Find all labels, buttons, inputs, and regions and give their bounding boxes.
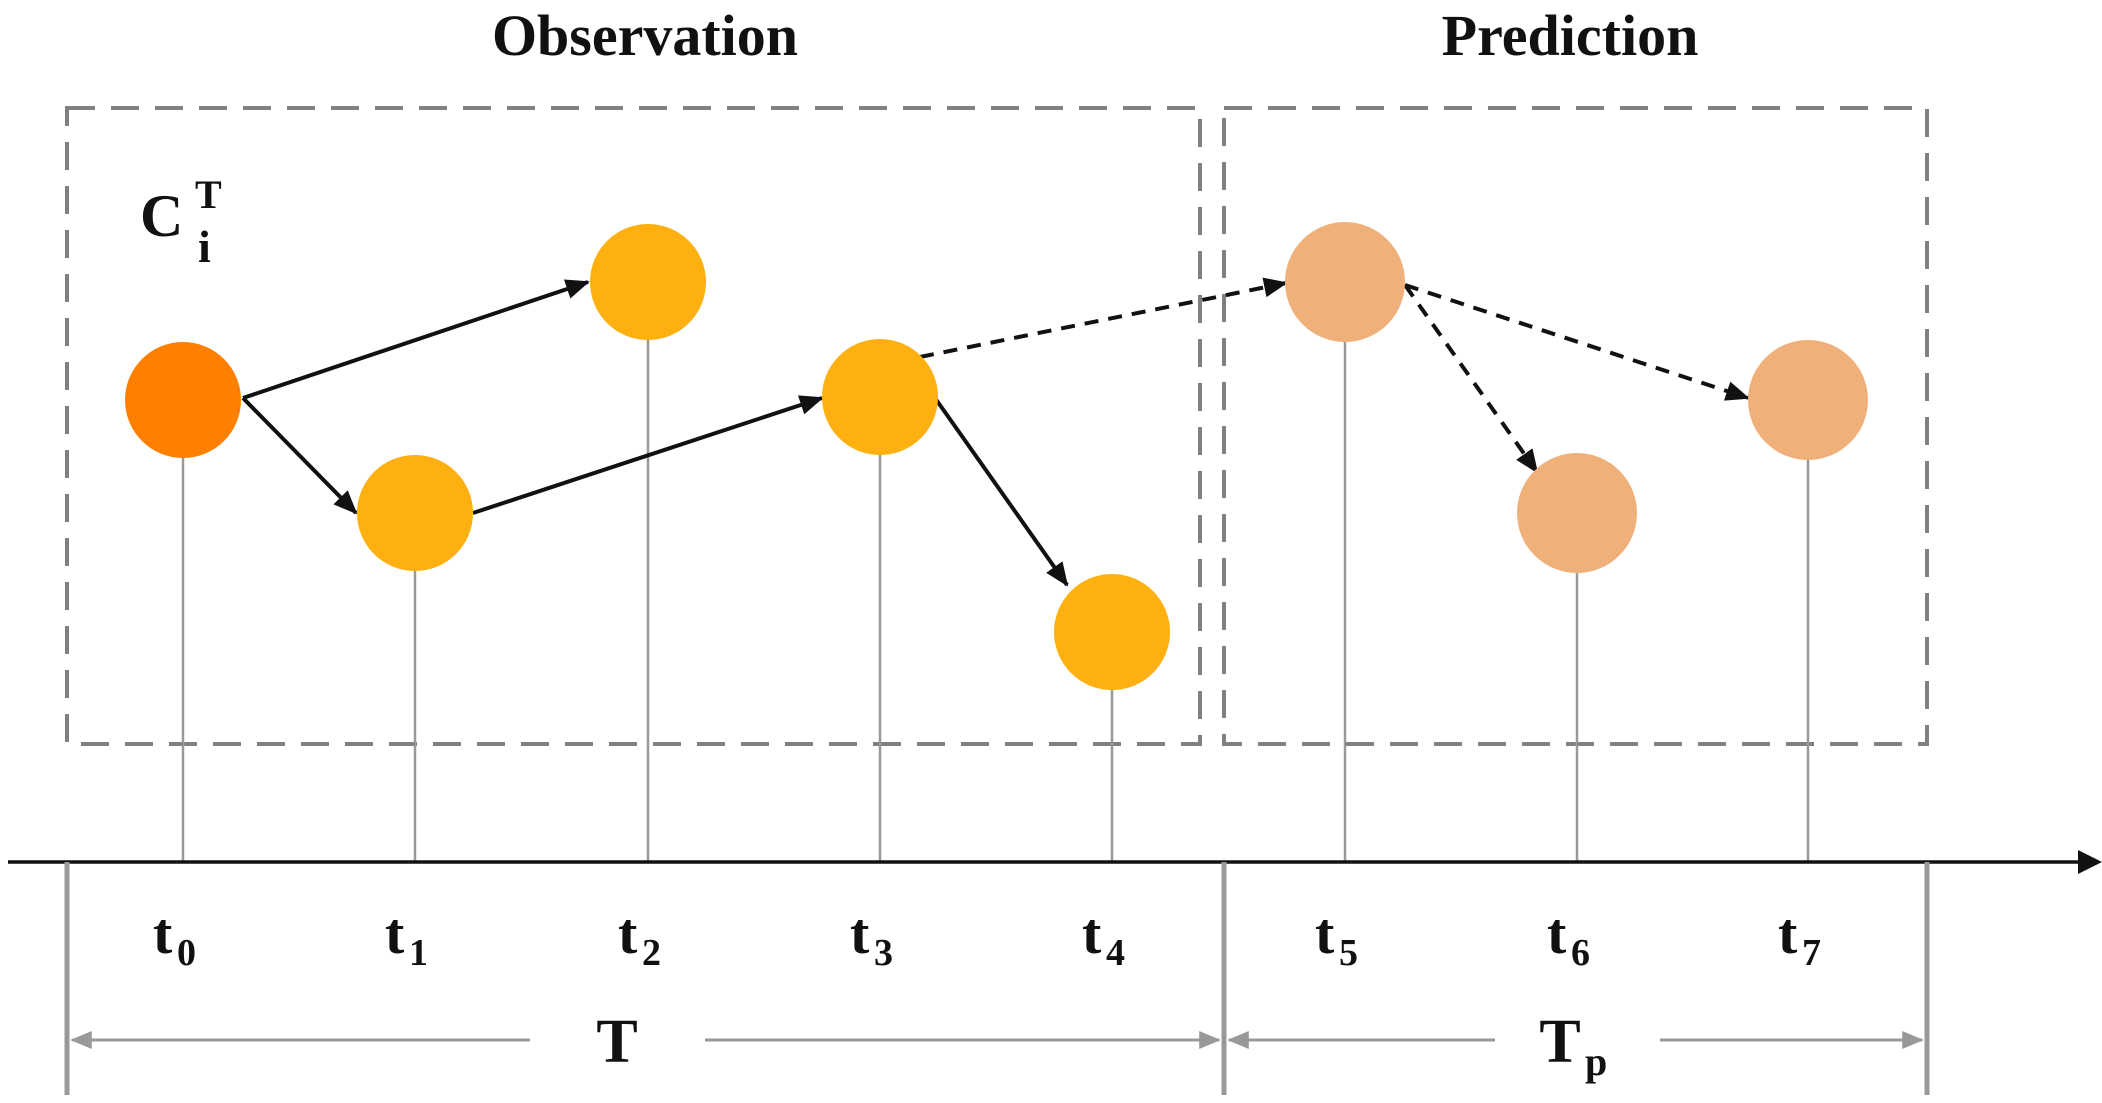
observed-transitions — [241, 279, 1069, 587]
time-label-t2: t 2 — [618, 901, 661, 974]
time-label-base: t — [1547, 901, 1567, 966]
arrow-t1-t3 — [472, 395, 824, 515]
time-label-t5: t 5 — [1315, 901, 1358, 974]
node-t3 — [822, 339, 938, 455]
nodes — [125, 222, 1868, 690]
time-label-base: t — [1315, 901, 1335, 966]
prediction-title: Prediction — [1442, 3, 1699, 68]
prediction-span-label: T — [1539, 1008, 1580, 1076]
cluster-label-sup: T — [195, 172, 222, 217]
time-label-t1: t 1 — [385, 901, 428, 974]
time-label-sub: 2 — [642, 932, 661, 974]
time-labels: t 0 t 1 t 2 t 3 t 4 t 5 t 6 t 7 — [153, 901, 1821, 974]
observation-span: T — [70, 1008, 1221, 1076]
node-t1 — [357, 455, 473, 571]
arrow-t3-t5 — [919, 277, 1288, 359]
time-label-sub: 7 — [1802, 932, 1821, 974]
time-label-sub: 6 — [1571, 932, 1590, 974]
node-t4 — [1054, 574, 1170, 690]
node-t6 — [1517, 453, 1637, 573]
observation-box — [65, 106, 1202, 746]
time-label-t7: t 7 — [1778, 901, 1821, 974]
observation-title: Observation — [492, 3, 798, 68]
time-label-sub: 4 — [1106, 932, 1125, 974]
arrow-t0-t2 — [242, 279, 590, 400]
arrow-t5-t7 — [1404, 283, 1750, 401]
cluster-label: C T i — [140, 172, 222, 272]
time-label-sub: 3 — [874, 932, 893, 974]
time-label-t0: t 0 — [153, 901, 196, 974]
arrow-t0-t1 — [241, 396, 358, 515]
node-t0 — [125, 342, 241, 458]
arrow-t5-t6 — [1403, 283, 1539, 474]
time-label-t6: t 6 — [1547, 901, 1590, 974]
node-t2 — [590, 224, 706, 340]
time-label-base: t — [385, 901, 405, 966]
arrow-t3-t4 — [933, 396, 1069, 587]
prediction-span-label-sub: p — [1585, 1039, 1607, 1084]
stems — [181, 282, 1810, 862]
time-axis-arrowhead — [2078, 850, 2102, 874]
time-label-base: t — [153, 901, 173, 966]
observation-span-label: T — [596, 1008, 637, 1076]
time-label-base: t — [1082, 901, 1102, 966]
node-t5 — [1285, 222, 1405, 342]
time-label-t4: t 4 — [1082, 901, 1125, 974]
time-label-t3: t 3 — [850, 901, 893, 974]
node-t7 — [1748, 340, 1868, 460]
cluster-label-sub: i — [198, 221, 211, 272]
time-label-sub: 5 — [1339, 932, 1358, 974]
time-label-base: t — [618, 901, 638, 966]
time-label-sub: 1 — [409, 932, 428, 974]
time-label-base: t — [1778, 901, 1798, 966]
span-boundaries — [64, 862, 1930, 1095]
time-label-base: t — [850, 901, 870, 966]
prediction-box — [1222, 106, 1929, 746]
time-label-sub: 0 — [177, 932, 196, 974]
prediction-span: T p — [1227, 1008, 1924, 1084]
predicted-transitions — [919, 277, 1750, 474]
cluster-label-base: C — [140, 183, 183, 249]
